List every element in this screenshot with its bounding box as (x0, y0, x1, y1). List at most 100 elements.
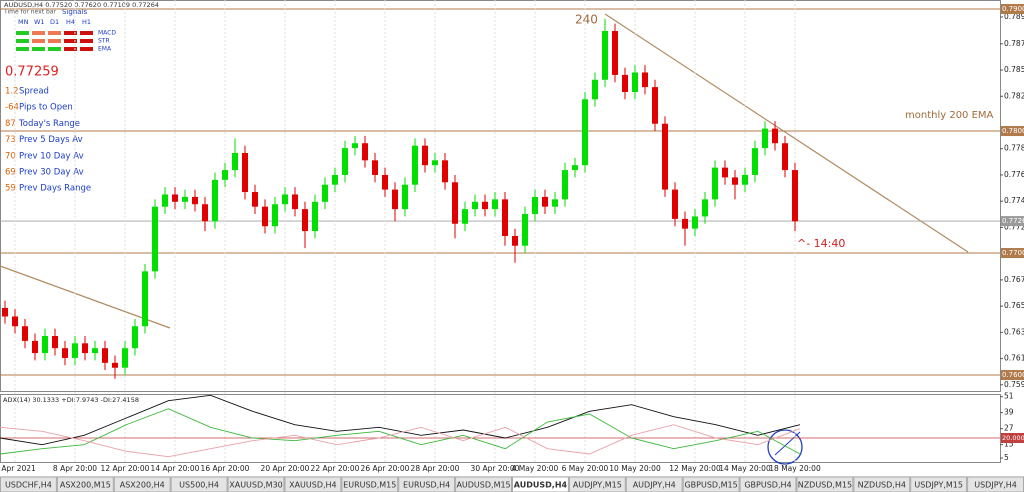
tab[interactable] (625, 476, 683, 492)
info-value: 73 (5, 135, 16, 145)
tab[interactable] (227, 476, 285, 492)
candle-body (112, 362, 118, 368)
candle-body (592, 79, 598, 100)
tab[interactable] (455, 476, 513, 492)
tab-label[interactable]: XAUUSD,M30 (229, 481, 283, 490)
candle-body (472, 201, 478, 210)
candle-body (392, 189, 398, 210)
candle-body (162, 194, 168, 207)
signal-cell (64, 47, 77, 51)
tab-label[interactable]: NZDUSD,M15 (798, 481, 852, 490)
y-tick-label: 0.76565 (1004, 301, 1024, 310)
tab[interactable] (796, 476, 854, 492)
candle-body (512, 235, 518, 246)
candle-body (702, 199, 708, 217)
highlight-line (774, 431, 801, 456)
candle-body (262, 206, 268, 227)
candle-body (442, 160, 448, 183)
tab-label[interactable]: AUDUSD,H4 (514, 481, 568, 490)
indicator-level-label: 20.0000 (1002, 434, 1024, 442)
current-price-tag (1001, 216, 1024, 227)
tab[interactable] (739, 476, 797, 492)
tab-label[interactable]: EURUSD,H4 (403, 481, 450, 490)
bar-timer: Time for next bar (3, 9, 56, 16)
candle-body (692, 216, 698, 229)
candle-body (192, 196, 198, 205)
signal-column: D1 (50, 18, 59, 26)
info-label: Pips to Open (19, 103, 73, 113)
y-tick-label: 0.78715 (1004, 39, 1024, 48)
candle-body (152, 206, 158, 272)
candle-body (752, 148, 758, 175)
tab-label[interactable]: ASX200,M15 (60, 481, 111, 490)
tab-label[interactable]: NZDUSD,H4 (858, 481, 906, 490)
candle-body (672, 189, 678, 219)
candle-body (22, 326, 28, 341)
tab-label[interactable]: USDCHF,H4 (5, 481, 52, 490)
candle-body (92, 348, 98, 354)
candle-body (342, 148, 348, 175)
candle-body (332, 174, 338, 185)
info-label: Prev 30 Day Av (19, 168, 84, 178)
level-label: 0.79000 (1002, 5, 1024, 13)
candle-body (202, 204, 208, 222)
x-tick-label: 5 Apr 2021 (0, 464, 36, 473)
candle-body (222, 170, 228, 180)
candle-body (532, 196, 538, 214)
candle-body (742, 174, 748, 185)
y-tick-label: 0.77855 (1004, 144, 1024, 153)
info-label: Prev Days Range (19, 184, 91, 194)
info-value: 59 (5, 184, 16, 194)
candle-body (132, 326, 138, 349)
tab[interactable] (284, 476, 342, 492)
tab[interactable] (56, 476, 114, 492)
x-tick-label: 18 May 20:00 (769, 464, 821, 473)
tab[interactable] (398, 476, 456, 492)
y-tick-label: 0.785 (1004, 65, 1024, 74)
candle-body (782, 143, 788, 171)
y-tick-label: 0.7635 (1004, 327, 1024, 336)
tab[interactable] (113, 476, 171, 492)
tab-label[interactable]: US500,H4 (179, 481, 219, 490)
x-tick-label: 4 May 20:00 (512, 464, 559, 473)
tab[interactable] (568, 476, 626, 492)
tab[interactable] (0, 476, 57, 492)
candle-body (462, 209, 468, 224)
tab[interactable] (170, 476, 228, 492)
signal-cell (80, 39, 93, 43)
tab-label[interactable]: AUDJPY,M15 (573, 481, 622, 490)
x-tick-label: 30 Apr 20:00 (471, 464, 520, 473)
y-tick-label: 0.7678 (1004, 275, 1024, 284)
indicator-line (0, 408, 801, 455)
signal-cell (32, 39, 45, 43)
annotation: ^- 14:40 (797, 237, 845, 250)
tab-label[interactable]: GBPUSD,H4 (744, 481, 791, 490)
tab-label[interactable]: ASX200,H4 (120, 481, 165, 490)
y-tick-label: 0.78935 (1004, 12, 1024, 21)
tab[interactable] (512, 476, 569, 492)
candle-body (422, 145, 428, 166)
candle-body (232, 152, 238, 171)
trend-line (604, 13, 969, 253)
candle-body (652, 87, 658, 124)
tab[interactable] (682, 476, 740, 492)
tab-label[interactable]: USDJPY,M15 (914, 481, 963, 490)
tab[interactable] (341, 476, 399, 492)
tab-label[interactable]: AUDUSD,M15 (456, 481, 510, 490)
signal-column: H4 (66, 18, 75, 26)
y-tick-label: 0.76135 (1004, 354, 1024, 363)
tab-label[interactable]: AUDJPY,H4 (633, 481, 676, 490)
signal-cell (32, 47, 45, 51)
tab-label[interactable]: XAUUSD,H4 (289, 481, 337, 490)
signal-cell (64, 39, 77, 43)
tab-label[interactable]: EURUSD,M15 (343, 481, 396, 490)
candle-body (732, 177, 738, 185)
candle-body (452, 182, 458, 224)
tab[interactable] (853, 476, 911, 492)
tab-label[interactable]: GBPUSD,M15 (684, 481, 737, 490)
signal-cell (32, 31, 45, 35)
tab-label[interactable]: USDJPY,H4 (974, 481, 1017, 490)
candle-body (322, 184, 328, 202)
tab[interactable] (910, 476, 968, 492)
